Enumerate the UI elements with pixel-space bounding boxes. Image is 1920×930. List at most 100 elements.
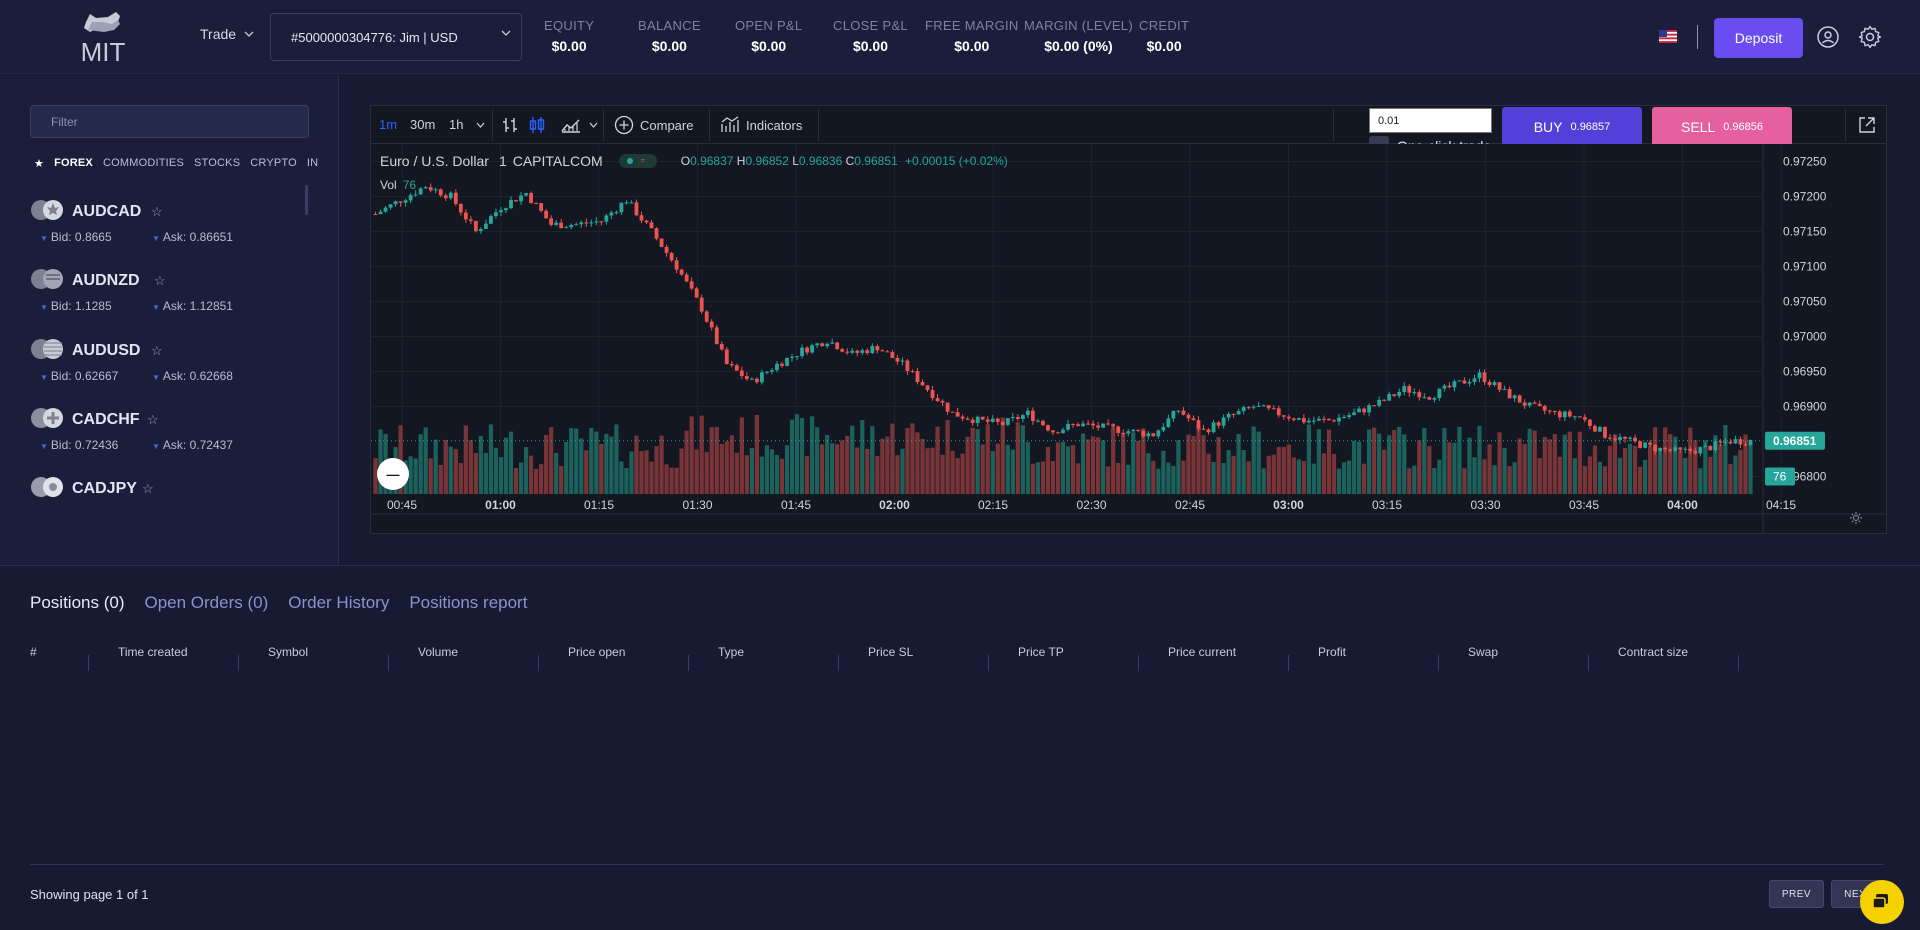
area-chart-type-icon[interactable]	[561, 117, 581, 133]
candles-chart-type-icon[interactable]	[529, 116, 545, 134]
price-chart[interactable]: 00:45 01:00 01:15 01:30 01:45 02:00 02:15 02:30…	[371, 144, 1886, 533]
column-divider[interactable]	[88, 655, 89, 671]
market-status-pill[interactable]: ≈	[618, 154, 657, 168]
column-divider[interactable]	[538, 655, 539, 671]
tab-order-history[interactable]: Order History	[288, 593, 390, 612]
tab-open-orders[interactable]: Open Orders (0)	[144, 593, 269, 612]
buy-button[interactable]: BUY 0.96857	[1502, 107, 1642, 147]
x-tick-label: 01:00	[485, 498, 516, 512]
symbol-item-audcad[interactable]: AUDCAD ☆ ▼ Bid: 0.8665 ▼ Ask: 0.86651	[30, 198, 320, 258]
volume-bar	[835, 444, 840, 494]
symbol-item-audusd[interactable]: AUDUSD ☆ ▼ Bid: 0.62667 ▼ Ask: 0.62668	[30, 337, 320, 397]
user-profile-icon[interactable]	[1816, 25, 1840, 49]
compare-button[interactable]: Compare	[614, 115, 693, 135]
candle-body	[1738, 439, 1743, 445]
column-divider[interactable]	[688, 655, 689, 671]
prev-page-button[interactable]: PREV	[1769, 880, 1824, 908]
favorite-star-icon[interactable]: ☆	[147, 412, 159, 427]
bull-logo-icon: MIT	[81, 12, 125, 67]
candle-body	[1688, 448, 1693, 451]
expand-icon[interactable]	[1858, 116, 1876, 134]
volume-bar	[1206, 453, 1211, 494]
favorite-star-icon[interactable]: ☆	[142, 481, 154, 496]
tab-positions[interactable]: Positions (0)	[30, 593, 125, 612]
candle-body	[604, 215, 609, 222]
chart-type-dropdown-icon[interactable]	[589, 122, 598, 128]
column-divider[interactable]	[1288, 655, 1289, 671]
candle-body	[820, 343, 825, 347]
volume-bar	[1552, 434, 1557, 494]
candle-body	[1020, 415, 1025, 419]
candle-body	[438, 189, 443, 196]
volume-bar	[549, 427, 554, 494]
timeframe-1h[interactable]: 1h	[449, 117, 464, 132]
candle-body	[624, 202, 629, 204]
favorite-star-icon[interactable]: ☆	[151, 343, 163, 358]
column-header[interactable]: Volume	[418, 645, 459, 659]
column-divider[interactable]	[838, 655, 839, 671]
y-tick-label: 0.96900	[1783, 400, 1827, 414]
column-header[interactable]: Price open	[568, 645, 626, 659]
volume-bar	[1437, 459, 1442, 494]
column-divider[interactable]	[988, 655, 989, 671]
column-header[interactable]: Price TP	[1018, 645, 1064, 659]
volume-bar	[890, 423, 895, 494]
column-header[interactable]: Profit	[1318, 645, 1347, 659]
tab-positions-report[interactable]: Positions report	[409, 593, 528, 612]
gear-icon[interactable]	[1858, 25, 1882, 49]
favorite-star-icon[interactable]: ☆	[151, 204, 163, 219]
tab-indices[interactable]: IN	[306, 157, 319, 169]
column-divider[interactable]	[388, 655, 389, 671]
tab-stocks[interactable]: STOCKS	[194, 157, 241, 169]
mit-logo[interactable]: MIT	[68, 8, 138, 67]
deposit-button[interactable]: Deposit	[1714, 18, 1803, 58]
volume-bar	[709, 427, 714, 494]
sidebar-scrollbar[interactable]	[305, 185, 308, 215]
symbol-item-cadjpy[interactable]: CADJPY ☆	[30, 475, 320, 535]
column-header[interactable]: Price current	[1168, 645, 1237, 659]
timeframe-1m[interactable]: 1m	[379, 117, 398, 132]
favorite-star-icon[interactable]: ☆	[154, 273, 166, 288]
timeframe-30m[interactable]: 30m	[410, 117, 436, 132]
sell-button[interactable]: SELL 0.96856	[1652, 107, 1792, 147]
tab-commodities[interactable]: COMMODITIES	[102, 157, 185, 169]
candle-body	[985, 419, 990, 422]
candle-body	[1417, 392, 1422, 398]
column-divider[interactable]	[1138, 655, 1139, 671]
column-header[interactable]: Time created	[118, 645, 188, 659]
column-header[interactable]: Type	[718, 645, 745, 659]
bar-chart-type-icon[interactable]	[502, 116, 518, 134]
candle-body	[1301, 418, 1306, 423]
column-header[interactable]: Swap	[1468, 645, 1499, 659]
symbol-item-audnzd[interactable]: AUDNZD ☆ ▼ Bid: 1.1285 ▼ Ask: 1.12851	[30, 267, 320, 327]
candle-body	[1146, 433, 1151, 437]
volume-bar	[1216, 437, 1221, 494]
volume-bar	[809, 416, 815, 494]
column-divider[interactable]	[1738, 655, 1739, 671]
column-header[interactable]: #	[30, 645, 37, 659]
column-divider[interactable]	[238, 655, 239, 671]
symbol-item-cadchf[interactable]: CADCHF ☆ ▼ Bid: 0.72436 ▼ Ask: 0.72437	[30, 406, 320, 466]
account-select[interactable]: #5000000304776: Jim | USD	[270, 13, 522, 61]
column-header[interactable]: Price SL	[868, 645, 914, 659]
filter-input[interactable]	[30, 105, 309, 138]
tab-crypto[interactable]: CRYPTO	[250, 157, 297, 169]
candle-body	[649, 222, 654, 229]
candle-body	[1552, 411, 1557, 413]
volume-bar	[1527, 428, 1532, 494]
indicators-button[interactable]: Indicators	[720, 115, 802, 135]
column-divider[interactable]	[1438, 655, 1439, 671]
trade-menu[interactable]: Trade	[200, 26, 254, 42]
volume-bar	[719, 443, 724, 494]
column-divider[interactable]	[1588, 655, 1589, 671]
chart-settings-icon[interactable]	[1849, 511, 1863, 525]
us-flag-icon[interactable]	[1659, 30, 1677, 43]
timeframe-dropdown-icon[interactable]	[476, 122, 485, 128]
quantity-input[interactable]	[1369, 108, 1492, 133]
column-header[interactable]: Contract size	[1618, 645, 1689, 659]
candle-body	[1347, 415, 1351, 417]
column-header[interactable]: Symbol	[268, 645, 309, 659]
chat-widget-button[interactable]	[1860, 880, 1904, 924]
favorites-star-icon[interactable]: ★	[34, 158, 45, 170]
tab-forex[interactable]: FOREX	[54, 157, 93, 169]
